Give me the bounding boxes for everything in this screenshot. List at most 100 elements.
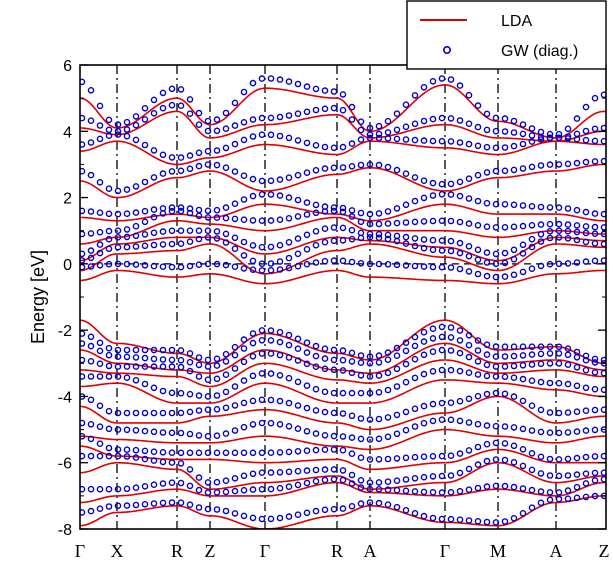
gw-point bbox=[429, 115, 437, 123]
gw-point bbox=[105, 227, 113, 235]
gw-point bbox=[285, 468, 293, 476]
gw-point bbox=[438, 217, 446, 225]
gw-point bbox=[294, 137, 302, 144]
gw-point bbox=[177, 429, 185, 437]
gw-point bbox=[384, 455, 392, 463]
gw-point bbox=[537, 238, 545, 245]
gw-point bbox=[429, 348, 437, 356]
gw-point bbox=[87, 396, 95, 404]
gw-point bbox=[285, 194, 293, 201]
gw-point bbox=[501, 440, 509, 447]
gw-point bbox=[204, 117, 212, 125]
gw-point bbox=[447, 264, 455, 271]
gw-point bbox=[186, 262, 194, 270]
gw-point bbox=[141, 363, 149, 370]
gw-point bbox=[582, 480, 590, 487]
gw-point bbox=[573, 471, 581, 478]
gw-point bbox=[582, 470, 590, 478]
gw-point bbox=[177, 363, 185, 371]
gw-point bbox=[555, 260, 563, 268]
lda-band-line bbox=[80, 428, 606, 451]
gw-point bbox=[96, 373, 104, 380]
gw-point bbox=[348, 412, 356, 420]
gw-point bbox=[258, 75, 266, 82]
gw-point bbox=[150, 174, 158, 181]
gw-point bbox=[186, 449, 194, 457]
gw-point bbox=[96, 178, 104, 186]
gw-point bbox=[411, 197, 419, 205]
gw-point bbox=[510, 374, 518, 382]
gw-point bbox=[303, 404, 311, 412]
gw-point bbox=[132, 121, 140, 129]
gw-point bbox=[258, 267, 266, 274]
gw-point bbox=[366, 373, 374, 380]
gw-point bbox=[303, 447, 311, 455]
gw-point bbox=[375, 122, 383, 130]
gw-point bbox=[123, 353, 131, 361]
gw-point bbox=[123, 363, 131, 370]
gw-point bbox=[114, 243, 122, 251]
gw-point bbox=[150, 110, 158, 117]
gw-point bbox=[501, 456, 509, 464]
gw-point bbox=[330, 366, 338, 374]
gw-point bbox=[510, 515, 518, 522]
gw-point bbox=[420, 244, 428, 252]
gw-point bbox=[429, 400, 437, 408]
gw-point bbox=[321, 476, 329, 484]
gw-point bbox=[186, 408, 194, 416]
gw-point bbox=[411, 92, 419, 99]
gw-point bbox=[204, 227, 212, 234]
gw-point bbox=[303, 211, 311, 218]
gw-point bbox=[438, 515, 446, 523]
x-tick-label: Z bbox=[205, 541, 216, 561]
gw-point bbox=[357, 372, 365, 379]
gw-point bbox=[474, 392, 482, 400]
gw-point bbox=[555, 472, 563, 480]
gw-point bbox=[294, 171, 302, 179]
gw-point bbox=[276, 328, 284, 336]
gw-point bbox=[285, 331, 293, 339]
gw-point bbox=[492, 114, 500, 122]
gw-point bbox=[492, 224, 500, 231]
gw-point bbox=[80, 78, 86, 86]
gw-point bbox=[195, 261, 203, 269]
gw-point bbox=[267, 114, 275, 122]
gw-point bbox=[276, 514, 284, 522]
gw-point bbox=[159, 480, 167, 487]
gw-point bbox=[564, 133, 572, 140]
gw-point bbox=[312, 363, 320, 371]
gw-point bbox=[510, 362, 518, 370]
gw-point bbox=[96, 452, 104, 460]
gw-point bbox=[483, 518, 491, 526]
gw-point bbox=[420, 117, 428, 125]
gw-point bbox=[312, 430, 320, 437]
gw-point bbox=[393, 430, 401, 438]
gw-point bbox=[105, 260, 113, 268]
gw-point bbox=[294, 402, 302, 409]
gw-point bbox=[546, 496, 554, 504]
gw-point bbox=[474, 256, 482, 264]
gw-point bbox=[204, 207, 212, 215]
gw-point bbox=[438, 263, 446, 271]
gw-point bbox=[555, 350, 563, 357]
gw-point bbox=[510, 201, 518, 209]
gw-point bbox=[249, 175, 257, 183]
gw-point bbox=[123, 226, 131, 233]
gw-point bbox=[339, 367, 347, 374]
gw-point bbox=[213, 392, 221, 399]
gw-point bbox=[384, 386, 392, 394]
gw-point bbox=[582, 238, 590, 246]
gw-point bbox=[483, 440, 491, 448]
gw-point bbox=[573, 454, 581, 462]
gw-point bbox=[258, 131, 266, 138]
gw-point bbox=[573, 353, 581, 361]
gw-point bbox=[159, 205, 167, 212]
gw-point bbox=[321, 431, 329, 439]
gw-point bbox=[231, 234, 239, 242]
gw-point bbox=[222, 239, 230, 246]
gw-point bbox=[123, 233, 131, 241]
gw-point bbox=[231, 168, 239, 175]
gw-point bbox=[600, 386, 606, 394]
gw-point bbox=[276, 176, 284, 183]
gw-point bbox=[312, 259, 320, 266]
